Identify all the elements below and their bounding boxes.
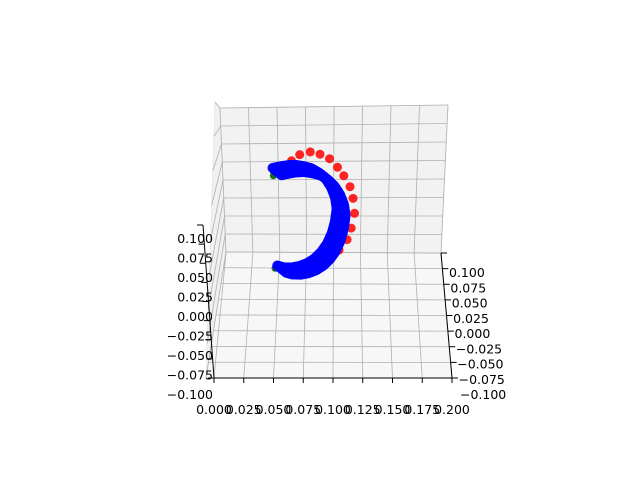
- y-tick-label: −0.075: [459, 372, 505, 387]
- grid-line-z-side: [212, 143, 222, 172]
- x-tick-label: 0.050: [256, 402, 292, 417]
- grid-line-y: [223, 267, 443, 270]
- grid-line-x: [213, 252, 227, 379]
- grid-line-z-side: [205, 251, 227, 379]
- y-tick-label: −0.025: [456, 341, 502, 356]
- grid-line-z-side: [211, 161, 223, 206]
- x-tick-label: 0.175: [404, 402, 440, 417]
- x-tick-label: 0.000: [196, 402, 232, 417]
- data-point: [332, 162, 342, 172]
- y-tick-label: −0.050: [457, 357, 503, 372]
- grid-line-y: [218, 298, 446, 301]
- grid-line-x-wall: [248, 107, 254, 254]
- y-tick-label: 0.100: [449, 265, 485, 280]
- ticks: 0.0000.0250.0500.0750.1000.1250.1500.175…: [167, 224, 506, 417]
- data-point: [325, 154, 335, 164]
- grid-line-z: [219, 104, 449, 109]
- grid-line-z-side: [214, 101, 221, 109]
- grid-line-z: [221, 141, 447, 145]
- z-tick-label: 0.050: [177, 270, 213, 285]
- x-tick-label: 0.075: [285, 402, 321, 417]
- y-tick-label: 0.050: [452, 296, 488, 311]
- z-tick-label: −0.075: [167, 368, 213, 383]
- z-tick-label: −0.025: [167, 329, 213, 344]
- data-point: [350, 208, 360, 218]
- y-tick-label: 0.075: [450, 280, 486, 295]
- grid-line-z-side: [213, 125, 222, 137]
- y-tick-label: 0.000: [455, 326, 491, 341]
- grid-line-x: [243, 252, 254, 379]
- y-tick-label: −0.100: [460, 387, 506, 402]
- z-tick-label: 0.000: [177, 309, 213, 324]
- x-tick-label: 0.200: [434, 402, 470, 417]
- data-point: [281, 267, 292, 278]
- grid-line-z-side: [210, 179, 224, 241]
- x-tick-label: 0.025: [226, 402, 262, 417]
- data-point: [315, 149, 325, 159]
- z-tick-label: −0.100: [167, 387, 213, 402]
- data-point: [295, 150, 305, 160]
- grid-line-z: [222, 160, 446, 163]
- x-tick-label: 0.150: [375, 402, 411, 417]
- z-tick-label: 0.075: [177, 251, 213, 266]
- data-point: [345, 182, 355, 192]
- grid-line-y: [215, 314, 447, 316]
- x-tick-label: 0.125: [345, 402, 381, 417]
- data-points: [267, 147, 360, 280]
- z-tick-label: 0.025: [177, 290, 213, 305]
- grid-line-y: [220, 283, 444, 285]
- y-tick-label: 0.025: [453, 311, 489, 326]
- z-tick-label: 0.100: [177, 231, 213, 246]
- z-tick-label: −0.050: [167, 348, 213, 363]
- data-point: [305, 147, 315, 157]
- grid-line-z: [220, 123, 448, 127]
- grid-line-z-side: [207, 215, 225, 310]
- data-point: [339, 171, 349, 181]
- grid-line-z-side: [208, 197, 225, 275]
- x-tick-label: 0.100: [315, 402, 351, 417]
- data-point: [348, 193, 358, 203]
